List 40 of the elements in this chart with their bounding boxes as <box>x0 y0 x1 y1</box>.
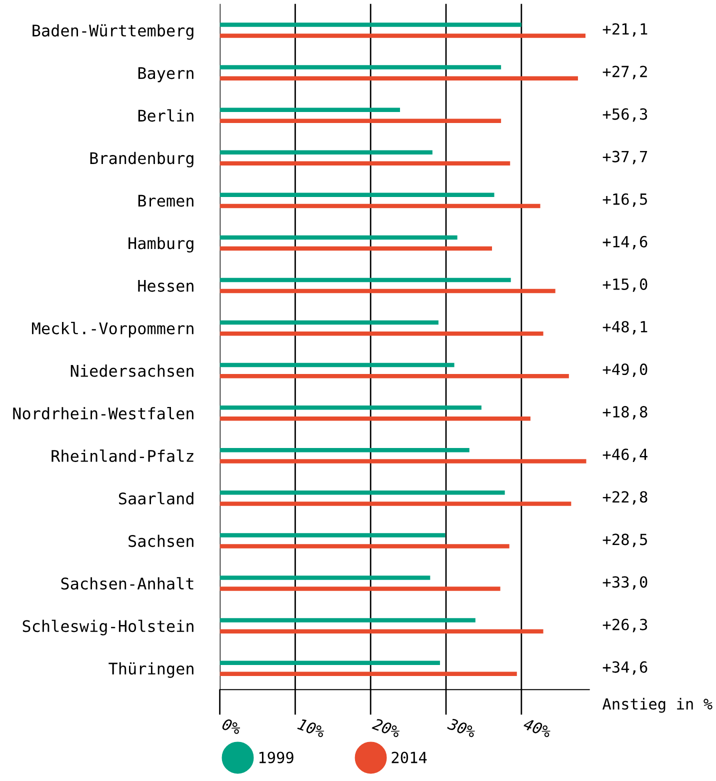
y-tick-label: Nordrhein-Westfalen <box>13 407 194 420</box>
text: +33,0 <box>602 576 648 590</box>
y-tick-label: Bayern <box>138 67 194 82</box>
y-tick-label: Meckl.-Vorpommern <box>32 322 194 338</box>
y-tick-label: Niedersachsen <box>70 364 194 377</box>
legend-label: 2014 <box>392 752 427 764</box>
text: +27,2 <box>602 66 647 80</box>
text: +14,6 <box>602 236 648 250</box>
y-tick-label: Rheinland-Pfalz <box>52 450 194 462</box>
y-tick-label: Brandenburg <box>90 152 194 168</box>
x-axis-title: Anstieg in % <box>602 698 712 713</box>
y-tick-label: Sachsen-Anhalt <box>61 577 194 590</box>
text: +15,0 <box>602 278 648 292</box>
y-tick-label: Berlin <box>138 109 194 122</box>
text: +26,3 <box>602 618 648 632</box>
text: +22,8 <box>602 491 648 505</box>
y-tick-label: Baden-Württemberg <box>32 24 194 40</box>
text: +48,1 <box>602 320 648 334</box>
text: +16,5 <box>602 193 647 207</box>
text: +56,3 <box>602 108 648 122</box>
y-tick-label: Hamburg <box>128 236 194 252</box>
y-tick-label: Saarland <box>118 492 194 505</box>
text: +37,7 <box>602 150 648 164</box>
y-tick-label: Sachsen <box>128 534 194 548</box>
y-tick-label: Thüringen <box>108 662 194 678</box>
y-tick-label: Bremen <box>138 194 194 207</box>
x-tick-label: 0% <box>222 718 242 735</box>
text: +46,4 <box>602 448 648 462</box>
x-tick-label: 10% <box>297 718 326 738</box>
y-tick-label: Schleswig-Holstein <box>22 620 194 636</box>
text: +28,5 <box>602 534 647 548</box>
x-tick-label: 20% <box>372 718 402 738</box>
text: +34,6 <box>602 661 648 675</box>
text: +18,8 <box>602 406 648 420</box>
legend-label: 1999 <box>259 752 294 764</box>
text: +49,0 <box>602 364 648 377</box>
y-tick-label: Hessen <box>138 280 194 292</box>
x-tick-label: 30% <box>446 718 477 738</box>
x-tick-label: 40% <box>522 718 552 738</box>
text: +21,1 <box>602 23 648 37</box>
